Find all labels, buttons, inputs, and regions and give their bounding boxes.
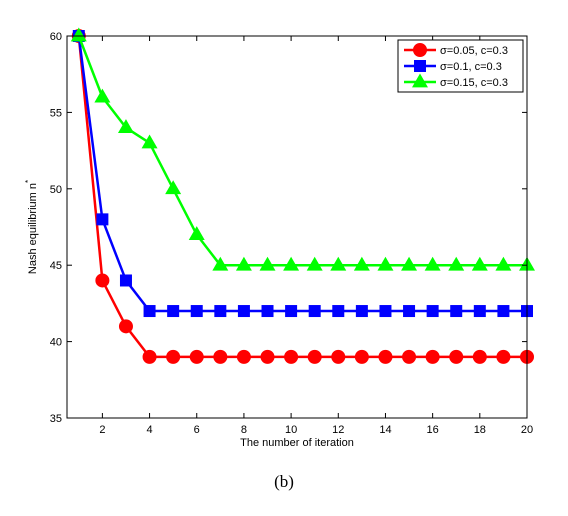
data-point (449, 349, 464, 364)
data-point (167, 305, 180, 318)
data-point (308, 305, 321, 318)
data-point (188, 226, 205, 241)
y-tick-label: 35 (50, 413, 62, 425)
legend-entry: σ=0.05, c=0.3 (404, 43, 508, 57)
data-point (237, 305, 250, 318)
data-point (471, 256, 488, 271)
data-point (354, 349, 369, 364)
x-axis-label: The number of iteration (240, 437, 354, 449)
data-point (261, 305, 274, 318)
data-point (141, 134, 158, 149)
legend-label: σ=0.15, c=0.3 (440, 77, 508, 89)
data-point (118, 319, 133, 334)
data-point (425, 349, 440, 364)
data-point (403, 305, 416, 318)
data-point (424, 256, 441, 271)
x-tick-label: 2 (99, 424, 105, 436)
series-3 (70, 27, 535, 271)
data-point (119, 274, 132, 287)
data-point (117, 119, 134, 134)
data-point (402, 349, 417, 364)
series-layer (70, 27, 535, 364)
ticks-layer: 2 4 6 8 10 12 14 16 18 20 35 40 45 50 55 60 (50, 31, 533, 436)
data-point (212, 256, 229, 271)
legend-label: σ=0.05, c=0.3 (440, 45, 508, 57)
data-point (236, 349, 251, 364)
x-tick-label: 10 (285, 424, 297, 436)
x-tick-label: 6 (194, 424, 200, 436)
data-point (379, 305, 392, 318)
data-point (70, 27, 87, 42)
data-point (190, 305, 203, 318)
y-axis-label-main: Nash equilibrium n (27, 183, 39, 274)
data-point (165, 180, 182, 195)
data-point (213, 349, 228, 364)
y-axis-label-sup: * (24, 180, 33, 183)
legend-entry: σ=0.15, c=0.3 (404, 73, 508, 89)
data-point (473, 305, 486, 318)
y-tick-label: 50 (50, 184, 62, 196)
data-point (331, 349, 346, 364)
data-point (95, 273, 110, 288)
data-point (353, 256, 370, 271)
legend-swatch-marker (413, 43, 427, 57)
data-point (189, 349, 204, 364)
data-point (355, 305, 368, 318)
data-point (495, 256, 512, 271)
data-point (96, 213, 109, 226)
plot-frame (66, 35, 528, 419)
data-point (448, 256, 465, 271)
data-point (496, 349, 511, 364)
data-point (306, 256, 323, 271)
data-point (235, 256, 252, 271)
x-tick-label: 14 (379, 424, 391, 436)
data-point (260, 349, 275, 364)
x-tick-label: 18 (474, 424, 486, 436)
y-tick-label: 45 (50, 260, 62, 272)
data-point (142, 349, 157, 364)
legend-label: σ=0.1, c=0.3 (440, 61, 502, 73)
data-point (214, 305, 227, 318)
data-point (497, 305, 510, 318)
legend-entry: σ=0.1, c=0.3 (404, 60, 502, 73)
data-point (450, 305, 463, 318)
data-point (377, 256, 394, 271)
data-point (259, 256, 276, 271)
data-point (143, 305, 156, 318)
x-tick-label: 8 (241, 424, 247, 436)
data-point (284, 349, 299, 364)
legend-swatch-marker (414, 60, 426, 72)
data-point (401, 256, 418, 271)
data-point (283, 256, 300, 271)
x-tick-label: 16 (427, 424, 439, 436)
y-tick-label: 60 (50, 31, 62, 43)
y-axis-label: Nash equilibrium n* (24, 180, 39, 274)
data-point (285, 305, 298, 318)
data-point (378, 349, 393, 364)
data-point (472, 349, 487, 364)
data-point (94, 88, 111, 103)
x-tick-label: 4 (147, 424, 153, 436)
y-tick-label: 40 (50, 337, 62, 349)
line-chart: 2 4 6 8 10 12 14 16 18 20 35 40 45 50 55 60 The number … (24, 27, 535, 449)
data-point (332, 305, 345, 318)
series-2 (72, 30, 533, 318)
legend: σ=0.05, c=0.3 σ=0.1, c=0.3 σ=0.15, c=0.3 (397, 39, 524, 93)
data-point (330, 256, 347, 271)
y-tick-label: 55 (50, 107, 62, 119)
data-point (307, 349, 322, 364)
legend-swatch-marker (412, 73, 428, 88)
figure-caption: (b) (274, 472, 294, 491)
x-tick-label: 20 (521, 424, 533, 436)
data-point (166, 349, 181, 364)
x-tick-label: 12 (332, 424, 344, 436)
data-point (426, 305, 439, 318)
